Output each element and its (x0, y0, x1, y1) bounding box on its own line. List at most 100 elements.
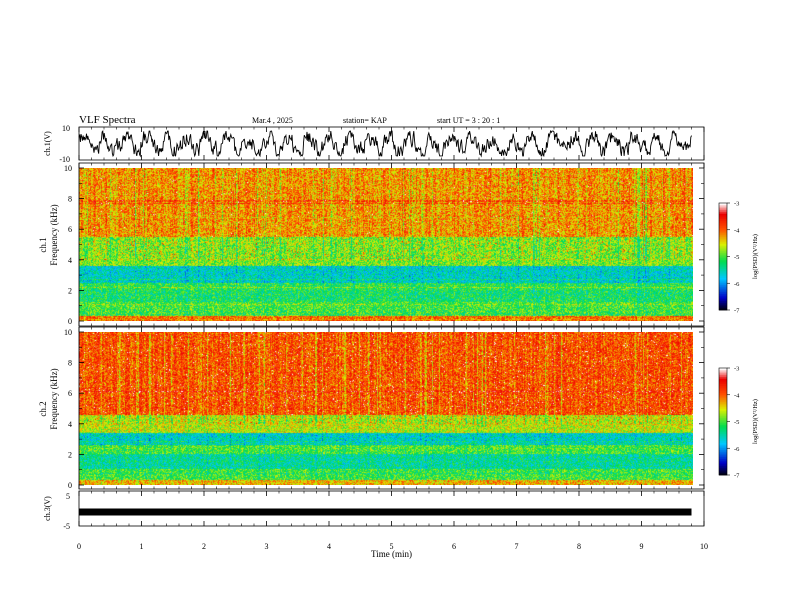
colorbar-segment (719, 267, 727, 270)
colorbar-segment (719, 285, 727, 288)
ch1-ylabel: ch.1(V) (43, 131, 52, 156)
x-tick-label: 0 (77, 542, 81, 551)
colorbar-segment (719, 407, 727, 410)
start-ut-label: start UT = 3 : 20 : 1 (437, 116, 500, 125)
colorbar-segment (719, 210, 727, 213)
ch2-colorbar: -3 -4 -5 -6 -7 log(PSD)(V²/Hz) (718, 366, 759, 480)
colorbar-segment (719, 204, 727, 207)
colorbar-segment (719, 448, 727, 451)
ch1-spectrogram-image (79, 168, 693, 321)
colorbar-segment (719, 409, 727, 412)
figure-title: VLF Spectra (79, 114, 136, 126)
x-tick-label: 4 (327, 542, 331, 551)
colorbar-segment (719, 244, 727, 247)
colorbar-segment (719, 295, 727, 298)
x-tick-label: 1 (140, 542, 144, 551)
x-tick-label: 10 (700, 542, 708, 551)
colorbar-segment (719, 219, 727, 222)
colorbar-segment (719, 299, 727, 302)
colorbar-segment (719, 396, 727, 399)
y-tick-label: 4 (68, 420, 72, 429)
colorbar-segment (719, 229, 727, 232)
colorbar-segment (719, 473, 727, 476)
colorbar-segment (719, 240, 727, 243)
ch3-waveform-trace (79, 508, 692, 516)
colorbar-label: log(PSD)(V²/Hz) (752, 399, 759, 444)
colorbar-segment (719, 368, 727, 371)
colorbar-segment (719, 385, 727, 389)
ch1-waveform-panel: 10 -10 ch.1(V) (43, 124, 705, 164)
colorbar-tick-label: -6 (734, 281, 740, 288)
colorbar-segment (719, 444, 727, 447)
colorbar-segment (719, 235, 727, 238)
colorbar-segment (719, 375, 727, 378)
colorbar-segment (719, 256, 727, 259)
colorbar-segment (719, 417, 727, 421)
colorbar-segment (719, 277, 727, 281)
colorbar-segment (719, 288, 727, 291)
ch1-spectrogram-ylabel-channel: ch.1 (38, 237, 48, 252)
colorbar-segment (719, 206, 727, 209)
colorbar-segment (719, 466, 727, 469)
colorbar-segment (719, 203, 727, 206)
ch1-x-ticks (78, 127, 705, 160)
colorbar-segment (719, 384, 727, 387)
colorbar-segment (719, 242, 727, 245)
ch2-spectrogram-x-ticks (78, 327, 705, 489)
colorbar-segment (719, 430, 727, 433)
colorbar-segment (719, 458, 727, 462)
colorbar-segment (719, 398, 727, 401)
colorbar-segment (719, 276, 727, 279)
colorbar-segment (719, 376, 727, 380)
colorbar-segment (719, 222, 727, 225)
colorbar-segment (719, 265, 727, 268)
colorbar-segment (719, 405, 727, 408)
colorbar-segment (719, 439, 727, 442)
y-tick-label: 10 (64, 328, 72, 337)
ch1-waveform-trace (78, 129, 692, 158)
colorbar-segment (719, 308, 727, 311)
ch3-x-ticks (78, 491, 705, 526)
colorbar-segment (719, 290, 727, 293)
y-tick-label: 8 (68, 359, 72, 368)
colorbar-segment (719, 293, 727, 297)
colorbar-tick-label: -4 (734, 227, 740, 234)
colorbar-segment (719, 272, 727, 275)
colorbar-segment (719, 442, 727, 446)
colorbar-segment (719, 460, 727, 463)
colorbar-segment (719, 378, 727, 381)
colorbar-segment (719, 279, 727, 282)
colorbar-segment (719, 247, 727, 250)
colorbar-tick-label: -5 (734, 419, 739, 426)
ch1-spectrogram-y-ticks: 0 2 4 6 8 10 (64, 164, 704, 326)
colorbar-segment (719, 251, 727, 254)
ch1-ytick-bottom: -10 (59, 155, 70, 164)
colorbar-segment (719, 425, 727, 428)
y-tick-label: 6 (68, 225, 72, 234)
colorbar-segment (719, 231, 727, 234)
colorbar-segment (719, 451, 727, 454)
colorbar-segment (719, 453, 727, 456)
colorbar-segment (719, 462, 727, 465)
colorbar-segment (719, 258, 727, 261)
colorbar-segment (719, 233, 727, 236)
colorbar-segment (719, 464, 727, 467)
colorbar-segment (719, 213, 727, 216)
colorbar-tick-label: -7 (734, 308, 740, 315)
colorbar-segment (719, 304, 727, 307)
ch3-ytick-top: 5 (66, 492, 70, 501)
colorbar-segment (719, 469, 727, 472)
ch2-spectrogram-image (79, 332, 693, 485)
colorbar-segment (719, 455, 727, 458)
ch1-colorbar: -3 -4 -5 -6 -7 log(PSD)(V²/Hz) (718, 201, 759, 315)
colorbar-segment (719, 217, 727, 220)
colorbar-segment (719, 254, 727, 257)
y-tick-label: 2 (68, 450, 72, 459)
colorbar-segment (719, 371, 727, 374)
ch1-spectrogram-x-ticks (78, 163, 705, 326)
colorbar-segment (719, 208, 727, 211)
ch2-spectrogram-ylabel-frequency: Frequency (kHz) (49, 368, 59, 429)
colorbar-tick-label: -7 (734, 473, 740, 480)
colorbar-segment (719, 389, 727, 392)
ch2-spectrogram-y-ticks: 0 2 4 6 8 10 (64, 328, 704, 490)
